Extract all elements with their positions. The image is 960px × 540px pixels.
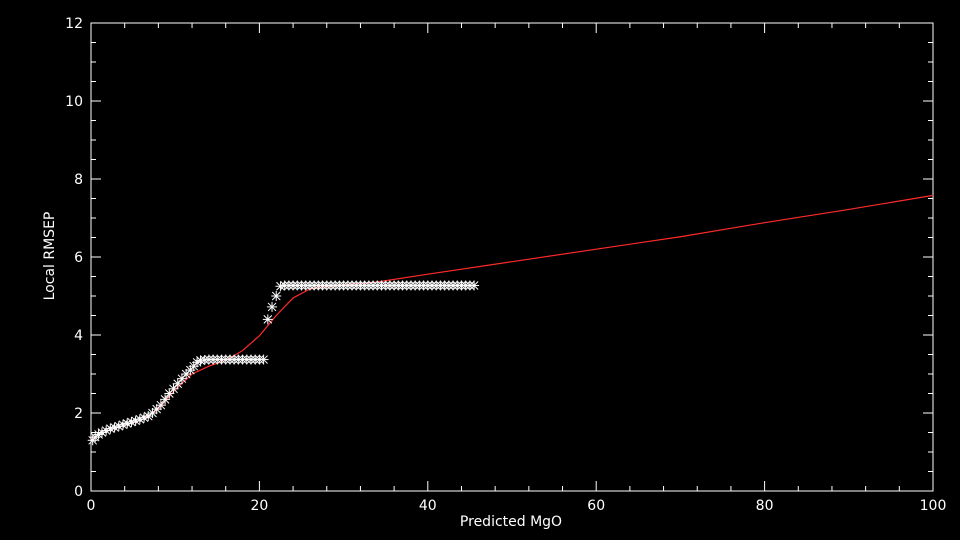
data-point-asterisk: [262, 314, 273, 325]
y-tick-label: 2: [74, 406, 83, 422]
data-point-asterisk: [160, 394, 171, 405]
y-tick-label: 6: [74, 250, 83, 266]
data-point-asterisk: [139, 412, 150, 423]
x-tick-label: 80: [756, 498, 774, 514]
x-tick-label: 40: [419, 498, 437, 514]
y-tick-label: 0: [74, 484, 83, 500]
data-point-asterisk: [176, 373, 187, 384]
y-tick-label: 8: [74, 172, 83, 188]
x-axis-label: Predicted MgO: [460, 514, 562, 530]
axes: 0 20 40 60 80 100 0 2 4 6 8 10 12: [65, 16, 946, 514]
data-point-asterisk: [101, 425, 112, 436]
data-point-asterisk: [151, 404, 162, 415]
data-point-asterisk: [96, 427, 107, 438]
data-point-asterisk: [469, 280, 480, 291]
data-point-asterisk: [155, 400, 166, 411]
data-point-asterisk: [122, 418, 133, 429]
y-tick-label: 4: [74, 328, 83, 344]
y-axis-label: Local RMSEP: [42, 212, 58, 301]
y-tick-label: 10: [65, 94, 83, 110]
data-point-asterisk: [258, 354, 269, 365]
x-tick-label: 20: [250, 498, 268, 514]
data-point-asterisk: [271, 291, 282, 301]
data-point-asterisk: [267, 301, 278, 312]
x-tick-label: 100: [920, 498, 947, 514]
x-tick-label: 60: [587, 498, 605, 514]
data-point-asterisk: [113, 421, 124, 432]
data-point-asterisk: [172, 378, 183, 389]
data-point-asterisk: [168, 383, 179, 394]
markers-layer: [87, 280, 480, 446]
x-tick-label: 0: [87, 498, 96, 514]
y-tick-label: 12: [65, 16, 83, 32]
